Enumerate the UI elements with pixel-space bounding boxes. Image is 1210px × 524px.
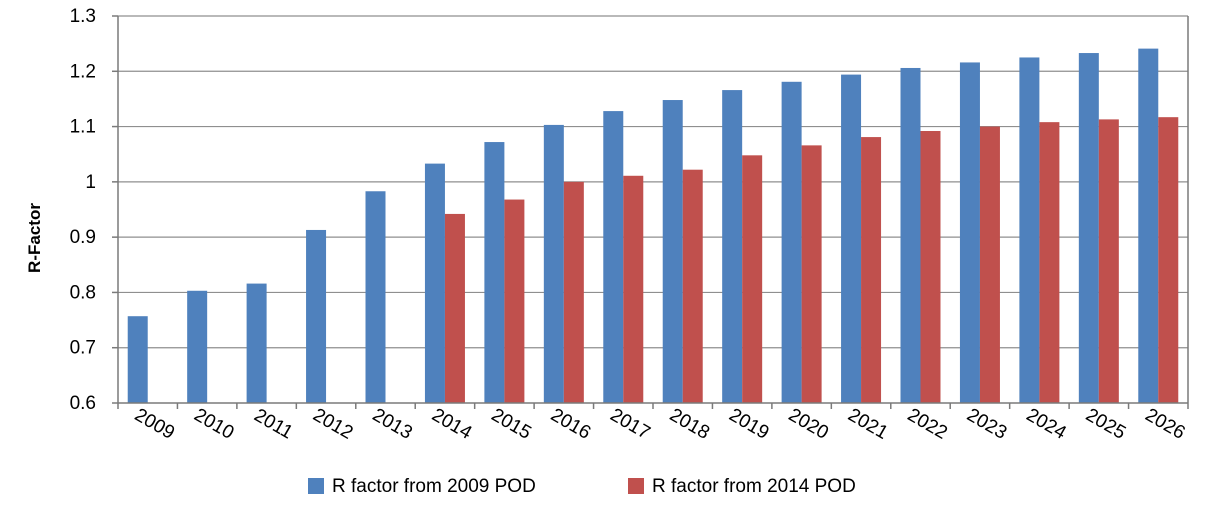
x-tick-label: 2018 <box>666 405 713 444</box>
bar-2014-pod <box>1098 119 1119 404</box>
x-tick-label: 2024 <box>1023 405 1070 445</box>
x-tick-label: 2019 <box>725 405 772 444</box>
bar-2009-pod <box>1019 57 1040 403</box>
bar-2009-pod <box>187 290 208 403</box>
bar-2014-pod <box>979 126 1000 404</box>
y-tick-label: 0.6 <box>70 393 96 414</box>
bar-2009-pod <box>900 67 921 404</box>
x-tick-label: 2022 <box>904 405 951 444</box>
bar-2014-pod <box>444 213 465 403</box>
x-axis-tick-labels: 2009 2010 2011 2012 2013 2014 2015 2016 2017 2018… <box>131 405 1189 445</box>
legend-label: R factor from 2014 POD <box>652 476 856 497</box>
y-tick-label: 1.1 <box>70 117 96 138</box>
bar-2009-pod <box>603 111 624 403</box>
bar-2009-pod <box>127 316 148 403</box>
bar-2014-pod <box>563 181 584 403</box>
bar-2014-pod <box>682 169 703 403</box>
bar-2014-pod <box>861 137 882 403</box>
bar-2014-pod <box>623 175 644 403</box>
bar-2014-pod <box>1158 117 1179 404</box>
x-tick-label: 2023 <box>963 405 1010 444</box>
y-tick-label: 1 <box>85 172 96 193</box>
x-tick-label: 2013 <box>369 405 416 444</box>
bar-2009-pod <box>365 191 386 403</box>
x-tick-label: 2016 <box>547 405 594 444</box>
y-tick-label: 0.9 <box>70 227 96 248</box>
bar-2014-pod <box>920 130 941 403</box>
bars <box>127 48 1179 404</box>
y-tick-label: 0.7 <box>70 338 96 359</box>
bar-2009-pod <box>781 81 802 403</box>
x-tick-label: 2014 <box>428 405 475 445</box>
axes <box>112 15 1189 409</box>
bar-2014-pod <box>1039 122 1060 404</box>
bar-2009-pod <box>424 163 445 403</box>
legend-swatch <box>628 478 644 494</box>
bar-2009-pod <box>543 124 564 404</box>
legend: R factor from 2009 POD R factor from 2014… <box>308 476 856 497</box>
x-tick-label: 2011 <box>250 405 296 444</box>
x-tick-label: 2015 <box>488 405 535 444</box>
y-axis-title: R-Factor <box>25 203 44 273</box>
bar-2009-pod <box>246 283 267 403</box>
x-tick-label: 2012 <box>309 405 356 444</box>
bar-2009-pod <box>1078 53 1099 403</box>
x-tick-label: 2017 <box>606 405 653 444</box>
gridlines <box>118 15 1188 349</box>
bar-2009-pod <box>1138 48 1159 404</box>
y-axis-tick-labels: 0.6 0.7 0.8 0.9 1 1.1 1.2 1.3 <box>70 6 96 414</box>
x-tick-label: 2020 <box>785 405 832 444</box>
bar-2009-pod <box>722 90 743 403</box>
bar-2014-pod <box>742 155 763 403</box>
bar-2009-pod <box>484 142 505 403</box>
x-tick-label: 2009 <box>131 405 178 444</box>
bar-2014-pod <box>504 199 525 403</box>
x-tick-label: 2010 <box>190 405 237 444</box>
y-tick-label: 1.2 <box>70 61 96 82</box>
bar-2009-pod <box>306 229 327 403</box>
legend-swatch <box>308 478 324 494</box>
bar-2009-pod <box>841 74 862 404</box>
y-tick-label: 0.8 <box>70 282 96 303</box>
x-tick-label: 2025 <box>1082 405 1129 444</box>
bar-2014-pod <box>801 145 822 403</box>
bar-2009-pod <box>959 62 980 403</box>
bar-2009-pod <box>662 100 683 403</box>
y-tick-label: 1.3 <box>70 6 96 27</box>
legend-label: R factor from 2009 POD <box>332 476 536 497</box>
x-tick-label: 2021 <box>844 405 891 444</box>
x-tick-label: 2026 <box>1141 405 1188 444</box>
